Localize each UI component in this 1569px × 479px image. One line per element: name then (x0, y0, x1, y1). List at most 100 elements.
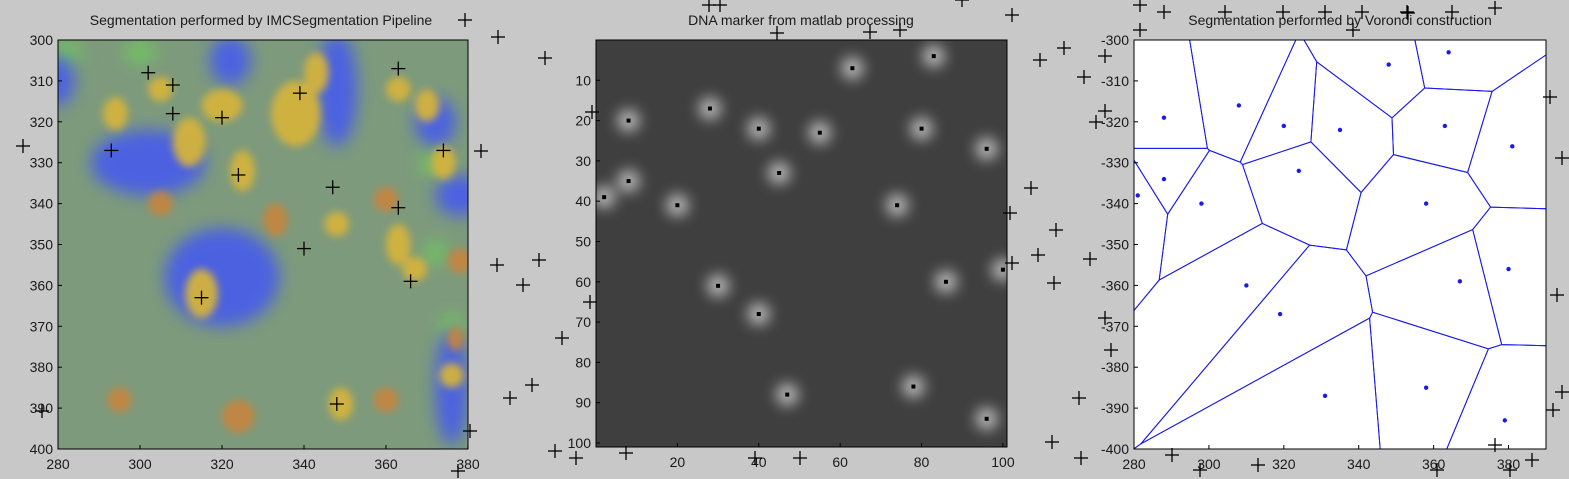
x-tick-label: 380 (1497, 456, 1521, 472)
stray-marker (1057, 41, 1071, 55)
image-background (596, 40, 1007, 447)
y-tick-label: 320 (30, 114, 54, 130)
stray-marker (1550, 288, 1564, 302)
axes: 280 300 320 340 360 380 300 310 320 330 340 350 360 3… (30, 32, 480, 472)
voronoi-seed (1244, 283, 1249, 288)
y-tick-label: 30 (575, 153, 591, 169)
yellow-blob (414, 89, 440, 122)
cell-marker (165, 106, 180, 121)
stray-marker (1401, 6, 1415, 20)
chart-dna-marker: DNA marker from matlab processing 20 40 60… (568, 12, 1015, 470)
stray-marker (1318, 5, 1332, 19)
yellow-channel (103, 52, 464, 421)
stray-marker (1555, 385, 1569, 399)
nucleus-point (626, 118, 631, 123)
stray-marker (713, 0, 727, 12)
y-tick-label: 370 (30, 318, 54, 334)
voronoi-seed (1135, 193, 1140, 198)
y-tick-label: 70 (575, 314, 591, 330)
stray-marker (491, 30, 505, 44)
x-tick-label: 380 (456, 456, 480, 472)
y-tick-label: -360 (1101, 277, 1129, 293)
orange-blob (222, 399, 255, 433)
stray-marker (1430, 463, 1444, 477)
stray-marker (893, 23, 907, 37)
nucleus-point (756, 312, 761, 317)
voronoi-seed (1506, 266, 1511, 272)
chart-title: Segmentation performed by Voronoi constr… (1188, 12, 1492, 28)
x-tick-label: 20 (670, 454, 686, 470)
nucleus-point (602, 195, 607, 200)
nucleus-points (602, 54, 1005, 421)
yellow-blob (201, 89, 243, 122)
y-tick-label: 380 (30, 359, 54, 375)
stray-marker (583, 295, 597, 309)
orange-blob (373, 387, 399, 413)
stray-marker (1525, 453, 1539, 467)
yellow-blob (103, 97, 128, 130)
stray-marker (1157, 5, 1171, 19)
x-tick-label: 360 (374, 456, 398, 472)
stray-marker (1193, 463, 1207, 477)
x-tick-label: 300 (128, 456, 152, 472)
voronoi-seed (1423, 385, 1429, 390)
stray-marker (458, 13, 472, 27)
y-tick-label: 100 (568, 435, 592, 451)
stray-marker (1104, 343, 1118, 357)
nucleus-point (626, 179, 631, 184)
orange-blob (148, 191, 173, 216)
voronoi-seed (1161, 115, 1167, 120)
nucleus-point (895, 203, 900, 208)
stray-marker (525, 378, 539, 392)
stray-markers (16, 0, 1569, 478)
stray-marker (1098, 49, 1112, 63)
stray-marker (585, 105, 599, 119)
cell-marker (297, 241, 311, 256)
y-tick-label: 400 (30, 441, 54, 457)
cell-marker (292, 86, 307, 101)
multichannel-image (58, 40, 468, 445)
y-tick-label: 300 (30, 32, 54, 48)
stray-marker (1005, 256, 1019, 270)
x-tick-label: 40 (751, 454, 767, 470)
nucleus-point (1000, 267, 1005, 272)
y-tick-label: 50 (575, 233, 591, 249)
y-tick-label: 350 (30, 237, 54, 253)
green-blob (422, 240, 448, 265)
stray-marker (1077, 70, 1091, 84)
yellow-blob (148, 76, 173, 102)
nucleus-point (707, 106, 712, 111)
y-tick-label: 20 (575, 113, 591, 129)
y-tick-label: -300 (1101, 32, 1129, 48)
chart-voronoi: Segmentation performed by Voronoi constr… (1101, 12, 1547, 472)
yellow-blob (386, 224, 411, 265)
voronoi-seed (1322, 393, 1328, 399)
x-tick-label: 280 (46, 456, 70, 472)
stray-marker (503, 391, 517, 405)
yellow-blob (230, 150, 255, 192)
orange-blob (107, 387, 132, 413)
stray-marker (793, 451, 807, 465)
voronoi-seed (1502, 418, 1508, 423)
cell-marker (391, 200, 406, 215)
yellow-blob (324, 211, 350, 237)
stray-marker (35, 404, 49, 418)
stray-marker (619, 446, 633, 460)
voronoi-seed (1281, 123, 1287, 129)
blue-blob (164, 228, 280, 327)
stray-marker (1346, 23, 1360, 37)
x-tick-label: 320 (210, 456, 234, 472)
plot-background (1134, 40, 1546, 449)
y-tick-label: 360 (30, 277, 54, 293)
voronoi-cell (1134, 222, 1311, 449)
y-tick-label: -350 (1101, 237, 1129, 253)
stray-marker (1488, 438, 1502, 452)
voronoi-seed (1296, 168, 1302, 174)
stray-marker (1089, 115, 1103, 129)
y-tick-label: 330 (30, 155, 54, 171)
stray-marker (1555, 151, 1569, 165)
stray-marker (474, 144, 488, 158)
nucleus-glow-spot (991, 258, 1007, 281)
stray-marker (1355, 5, 1369, 19)
axes: 280 300 320 340 360 380 -300 -310 -320 -330 -340 -3… (1101, 32, 1520, 472)
